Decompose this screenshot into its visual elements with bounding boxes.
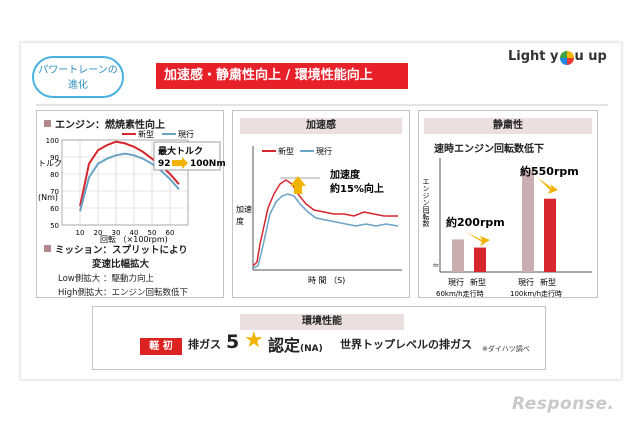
y-tick-label: 100 [46,137,59,145]
y-tick-label: 60 [50,205,59,213]
x-axis-label: 回転 （×100rpm) [100,235,168,244]
arrow-right-icon [172,157,188,169]
plot-border [61,139,189,226]
accel-panel [232,110,410,298]
powertrain-pill: パワートレーンの 進化 [32,56,124,98]
max-torque-label: 最大トルク [158,145,203,157]
legend-current-label: 現行 [178,129,194,139]
bullet-square-icon [44,120,51,127]
light-you-up-logo: Light y u up [508,49,607,65]
y-axis-label: トルク [38,159,62,168]
mission-line1: ミッション：スプリットにより [44,244,188,258]
mission-block: ミッション：スプリットにより 変速比幅拡大 Low側拡大 ：駆動力向上 High… [44,244,188,300]
quiet-group-60: 60km/h走行時 [436,289,484,298]
mission-line4: High側拡大：エンジン回転数低下 [58,288,189,298]
quiet-cat-current-2: 現行 [518,277,534,287]
quiet-cat-new-1: 新型 [470,277,486,287]
quiet-head: 静粛性 [424,118,592,134]
mission-line3: Low側拡大 ：駆動力向上 [58,274,154,284]
response-watermark: Response. [512,394,615,414]
quiet-cat-new-2: 新型 [540,277,556,287]
arrow-down-right-icon [466,232,490,246]
quiet-cat-current-1: 現行 [448,277,464,287]
quiet-panel [418,110,598,298]
headline: 加速感・静粛性向上 / 環境性能向上 [156,63,408,89]
pill-line2: 進化 [68,80,88,91]
quiet-label-100: 約550rpm [520,164,579,178]
mission-line2: 変速比幅拡大 [92,259,150,270]
accel-y-label-2: 度 [236,216,244,226]
max-torque-from: 92 [158,159,171,169]
world-top-level: 世界トップレベルの排ガス [340,338,472,351]
x-tick-label: 40 [130,229,139,237]
emission-label: 排ガス [188,338,221,351]
arrow-up-icon [290,176,306,194]
x-tick-label: 50 [148,229,157,237]
accel-y-label-1: 加速 [236,204,252,214]
accel-new-line [252,179,398,267]
env-head: 環境性能 [240,314,404,330]
accel-annotation-1: 加速度 [329,168,361,181]
logo-circle-icon [559,50,574,65]
star-icon: ★ [244,328,264,353]
axis-break-icon: ≈ [432,261,440,271]
certification: 認定(NA) [268,336,323,355]
x-tick-label: 10 [76,229,85,237]
x-tick-label: 30 [112,229,121,237]
x-tick-label: 60 [166,229,175,237]
bullet-square-icon [44,245,51,252]
accel-legend-new: 新型 [278,146,294,156]
bar-current-2 [522,170,534,272]
legend-new-label: 新型 [138,129,154,139]
engine-title: エンジン：燃焼素性向上 [44,116,165,131]
engine-panel [36,110,224,298]
logo-text-1: Light y [508,49,559,64]
quiet-subtitle: 速時エンジン回転数低下 [434,144,544,155]
bar-new-2 [544,198,556,272]
accel-x-label: 時 間 （S) [308,276,345,285]
kei-first-badge: 軽 初 [140,338,182,355]
quiet-y-label: エンジン回転数 [422,178,430,228]
quiet-group-100: 100km/h走行時 [510,289,562,298]
bar-current-1 [452,239,464,272]
y-tick-label: 80 [50,171,59,179]
max-torque-box [153,141,221,171]
quiet-label-60: 約200rpm [446,215,505,229]
max-torque-to: 100Nm [190,159,226,169]
y-tick-label: 70 [50,188,59,196]
y-tick-label: 50 [50,222,59,230]
star-count: 5 [226,331,240,353]
x-tick-label: 20 [94,229,103,237]
accel-annotation-2: 約15%向上 [330,182,384,195]
accel-head: 加速感 [240,118,402,134]
accel-current-line [252,193,399,269]
arrow-down-right-icon [538,178,558,194]
daihatsu-note: ※ダイハツ調べ [482,345,530,353]
divider [36,104,608,106]
accel-legend-current: 現行 [316,146,332,156]
y-axis-unit: (Nm) [38,193,58,202]
series-current-line [79,152,180,212]
logo-text-2: u up [574,49,607,64]
pill-line1: パワートレーンの [38,65,118,76]
bar-new-1 [474,247,486,272]
y-tick-label: 90 [50,154,59,162]
